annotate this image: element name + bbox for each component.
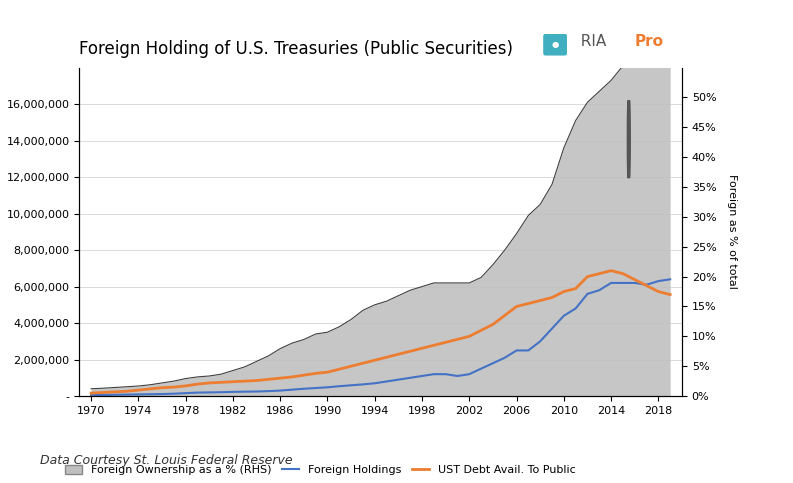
Text: Data Courtesy St. Louis Federal Reserve: Data Courtesy St. Louis Federal Reserve: [40, 454, 293, 467]
Circle shape: [628, 100, 630, 178]
Y-axis label: (Millions $): (Millions $): [0, 201, 1, 262]
Text: Pro: Pro: [634, 34, 664, 49]
Legend: Foreign Ownership as a % (RHS), Foreign Holdings, UST Debt Avail. To Public: Foreign Ownership as a % (RHS), Foreign …: [61, 461, 580, 480]
Text: Foreign Holding of U.S. Treasuries (Public Securities): Foreign Holding of U.S. Treasuries (Publ…: [79, 40, 513, 58]
Y-axis label: Foreign as % of total: Foreign as % of total: [727, 174, 737, 289]
Text: ●: ●: [551, 40, 559, 49]
FancyBboxPatch shape: [543, 34, 567, 56]
Text: RIA: RIA: [571, 34, 606, 49]
